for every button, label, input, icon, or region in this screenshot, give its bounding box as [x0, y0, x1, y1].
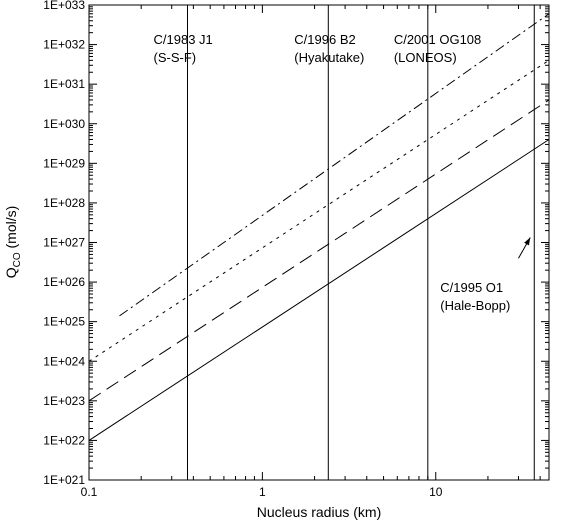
y-tick-label: 1E+024 [43, 354, 85, 368]
y-tick-label: 1E+033 [43, 0, 85, 12]
comet-marker-label: C/1996 B2 [294, 32, 355, 47]
y-axis-label: QCO (mol/s) [3, 206, 23, 279]
comet-marker-label: (S-S-F) [154, 50, 197, 65]
y-tick-label: 1E+022 [43, 433, 85, 447]
y-tick-label: 1E+027 [43, 236, 85, 250]
y-axis-label-subscript: CO [12, 252, 23, 267]
y-tick-label: 1E+029 [43, 156, 85, 170]
comet-markers: C/1983 J1 (S-S-F) C/1996 B2 (Hyakutake) C/20… [154, 5, 535, 480]
series-line-solid [88, 139, 550, 441]
y-tick-label: 1E+030 [43, 117, 85, 131]
y-tick-label: 1E+026 [43, 275, 85, 289]
y-tick-label: 1E+028 [43, 196, 85, 210]
y-tick-label: 1E+023 [43, 394, 85, 408]
series-line-dashed [88, 99, 550, 402]
x-axis-label: Nucleus radius (km) [257, 504, 381, 520]
series-line-dashdot [119, 13, 550, 317]
comet-marker-label: C/2001 OG108 [394, 32, 481, 47]
comet-marker-label: C/1983 J1 [154, 32, 213, 47]
comet-marker-label: (Hyakutake) [294, 50, 364, 65]
x-tick-label: 1 [259, 485, 266, 499]
tick-labels: 0.1 1 10 1E+021 1E+022 1E+023 1E+024 1E+025 1E+0… [43, 0, 442, 499]
y-tick-label: 1E+032 [43, 38, 85, 52]
y-axis-label-symbol: Q [3, 267, 19, 278]
annotation-arrow-head [524, 237, 531, 246]
plot-frame [88, 4, 550, 481]
comet-marker-label: C/1995 O1 [440, 280, 503, 295]
series-layer [88, 13, 550, 441]
x-tick-label: 0.1 [81, 485, 98, 499]
y-tick-label: 1E+031 [43, 77, 85, 91]
axis-ticks [88, 4, 549, 481]
comet-marker-label: (LONEOS) [394, 50, 457, 65]
x-tick-label: 10 [429, 485, 443, 499]
comet-marker-label: (Hale-Bopp) [440, 298, 510, 313]
y-tick-label: 1E+025 [43, 315, 85, 329]
y-axis-label-unit: (mol/s) [3, 206, 19, 253]
y-tick-label: 1E+021 [43, 473, 85, 487]
series-line-dotted [88, 59, 550, 362]
